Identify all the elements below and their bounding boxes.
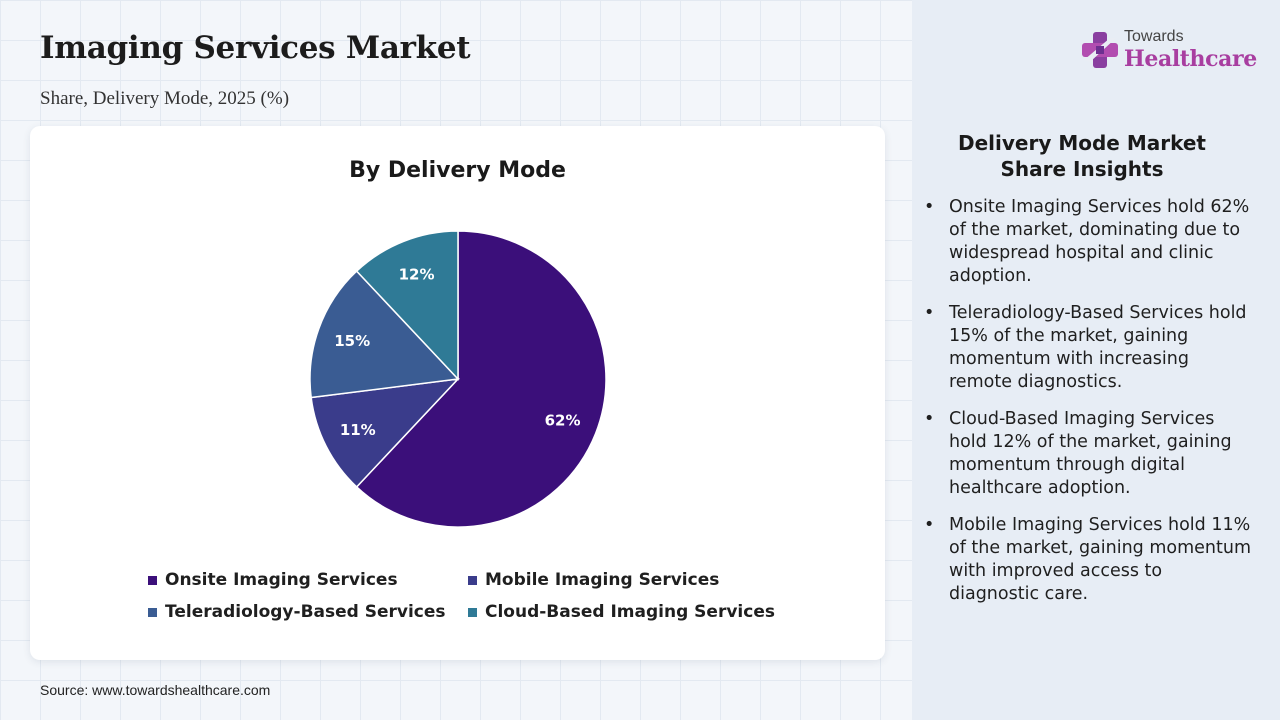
legend-item-onsite: Onsite Imaging Services bbox=[148, 570, 468, 590]
brand-logo: Towards Healthcare bbox=[1080, 26, 1260, 76]
chart-legend: Onsite Imaging Services Mobile Imaging S… bbox=[148, 570, 828, 622]
insight-item: Mobile Imaging Services hold 11% of the … bbox=[922, 514, 1252, 606]
source-note: Source: www.towardshealthcare.com bbox=[40, 682, 271, 698]
legend-item-teleradiology: Teleradiology-Based Services bbox=[148, 602, 468, 622]
chart-card: By Delivery Mode 62% 11% 15% 12% Onsite Ima… bbox=[30, 126, 885, 660]
legend-label: Teleradiology-Based Services bbox=[165, 602, 446, 622]
legend-swatch bbox=[468, 575, 477, 585]
insight-item: Cloud-Based Imaging Services hold 12% of… bbox=[922, 408, 1252, 500]
legend-swatch bbox=[468, 607, 477, 617]
insight-item: Onsite Imaging Services hold 62% of the … bbox=[922, 196, 1252, 288]
pie-label-teleradiology: 15% bbox=[334, 332, 370, 350]
page-subtitle: Share, Delivery Mode, 2025 (%) bbox=[40, 88, 290, 109]
pie-label-cloud: 12% bbox=[399, 265, 435, 283]
legend-item-mobile: Mobile Imaging Services bbox=[468, 570, 788, 590]
insights-title: Delivery Mode Market Share Insights bbox=[958, 131, 1206, 181]
pie-label-mobile: 11% bbox=[340, 421, 376, 439]
page-title: Imaging Services Market bbox=[40, 30, 471, 66]
legend-label: Mobile Imaging Services bbox=[485, 570, 720, 590]
pie-slice-mobile bbox=[310, 377, 460, 488]
legend-item-cloud: Cloud-Based Imaging Services bbox=[468, 602, 788, 622]
medical-cross-icon bbox=[1082, 32, 1118, 68]
pie-slice-onsite bbox=[355, 230, 607, 528]
legend-label: Cloud-Based Imaging Services bbox=[485, 602, 775, 622]
insights-list: Onsite Imaging Services hold 62% of the … bbox=[922, 196, 1252, 620]
insight-item: Teleradiology-Based Services hold 15% of… bbox=[922, 302, 1252, 394]
pie-chart: 62% 11% 15% 12% bbox=[309, 230, 607, 528]
logo-text-big: Healthcare bbox=[1124, 46, 1257, 72]
pie-label-onsite: 62% bbox=[545, 411, 581, 429]
logo-text-small: Towards bbox=[1124, 28, 1184, 45]
legend-swatch bbox=[148, 575, 157, 585]
pie-slice-teleradiology bbox=[309, 270, 460, 399]
legend-label: Onsite Imaging Services bbox=[165, 570, 398, 590]
pie-slice-cloud bbox=[355, 230, 459, 381]
chart-title: By Delivery Mode bbox=[349, 158, 566, 183]
legend-swatch bbox=[148, 607, 157, 617]
